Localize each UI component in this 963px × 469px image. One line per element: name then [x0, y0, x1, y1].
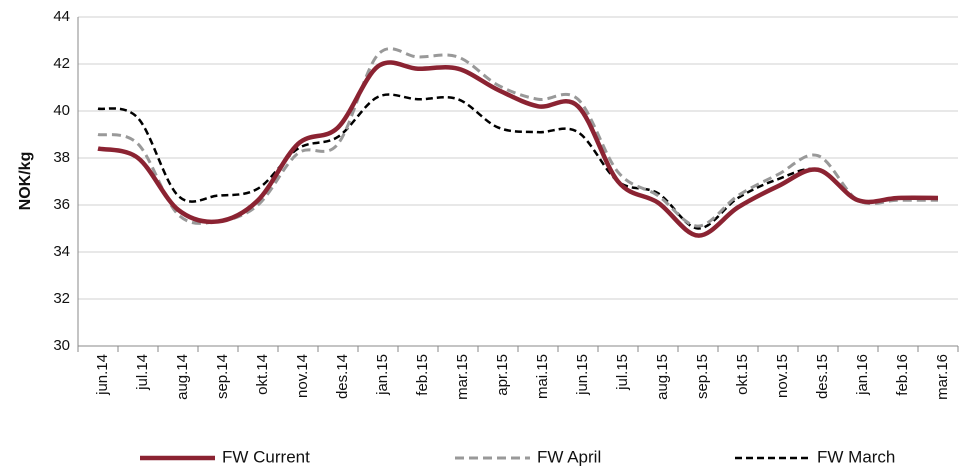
x-tick-label: feb.16 — [894, 354, 911, 396]
x-tick-label: mar.15 — [454, 354, 471, 400]
x-tick-label: jul.15 — [614, 354, 631, 391]
x-tick-label: jan.16 — [854, 354, 871, 396]
y-tick-label: 36 — [53, 196, 70, 213]
series-line — [97, 93, 939, 230]
y-tick-label: 30 — [53, 337, 70, 354]
x-tick-label: mai.15 — [534, 354, 551, 399]
x-tick-label: sep.14 — [214, 354, 231, 399]
x-tick-label: des.14 — [334, 354, 351, 399]
y-tick-label: 34 — [53, 243, 70, 260]
legend-label: FW March — [817, 447, 895, 466]
y-tick-label: 40 — [53, 102, 70, 119]
x-tick-label: des.15 — [814, 354, 831, 399]
y-tick-label: 38 — [53, 149, 70, 166]
x-tick-label: apr.15 — [494, 354, 511, 396]
x-tick-label: aug.15 — [654, 354, 671, 400]
series-line — [97, 60, 939, 238]
x-tick-label: jan.15 — [374, 354, 391, 396]
x-tick-label: aug.14 — [174, 354, 191, 400]
y-tick-label: 44 — [53, 8, 70, 25]
x-tick-label: sep.15 — [694, 354, 711, 399]
x-tick-label: feb.15 — [414, 354, 431, 396]
x-tick-label: okt.15 — [734, 354, 751, 395]
x-tick-label: mar.16 — [934, 354, 951, 400]
y-axis-label: NOK/kg — [17, 152, 34, 211]
y-tick-label: 32 — [53, 290, 70, 307]
x-tick-label: nov.15 — [774, 354, 791, 398]
x-tick-label: okt.14 — [254, 354, 271, 395]
x-tick-label: jun.14 — [94, 354, 111, 396]
x-tick-label: jun.15 — [574, 354, 591, 396]
x-tick-label: jul.14 — [134, 354, 151, 391]
legend-label: FW April — [537, 447, 601, 466]
series-line — [97, 47, 938, 228]
y-tick-label: 42 — [53, 55, 70, 72]
x-tick-label: nov.14 — [294, 354, 311, 398]
legend-label: FW Current — [222, 447, 310, 466]
